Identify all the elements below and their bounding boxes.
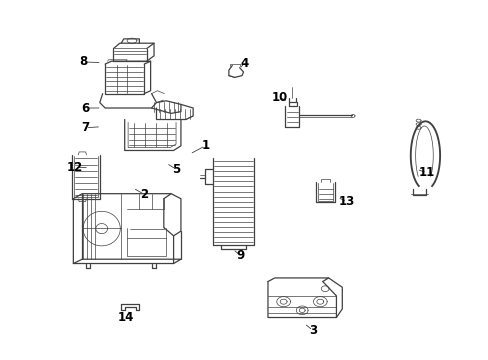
Text: 2: 2 (140, 188, 148, 201)
Text: 12: 12 (66, 161, 83, 174)
Text: 10: 10 (271, 91, 287, 104)
Text: 14: 14 (118, 311, 134, 324)
Text: 3: 3 (308, 324, 316, 337)
Text: 5: 5 (172, 163, 180, 176)
Text: 7: 7 (81, 121, 89, 134)
Text: 8: 8 (79, 55, 87, 68)
Text: 11: 11 (418, 166, 434, 179)
Text: 4: 4 (240, 57, 248, 69)
Text: 1: 1 (201, 139, 209, 152)
Text: 9: 9 (236, 249, 244, 262)
Text: 6: 6 (81, 102, 89, 114)
Text: 13: 13 (338, 195, 355, 208)
